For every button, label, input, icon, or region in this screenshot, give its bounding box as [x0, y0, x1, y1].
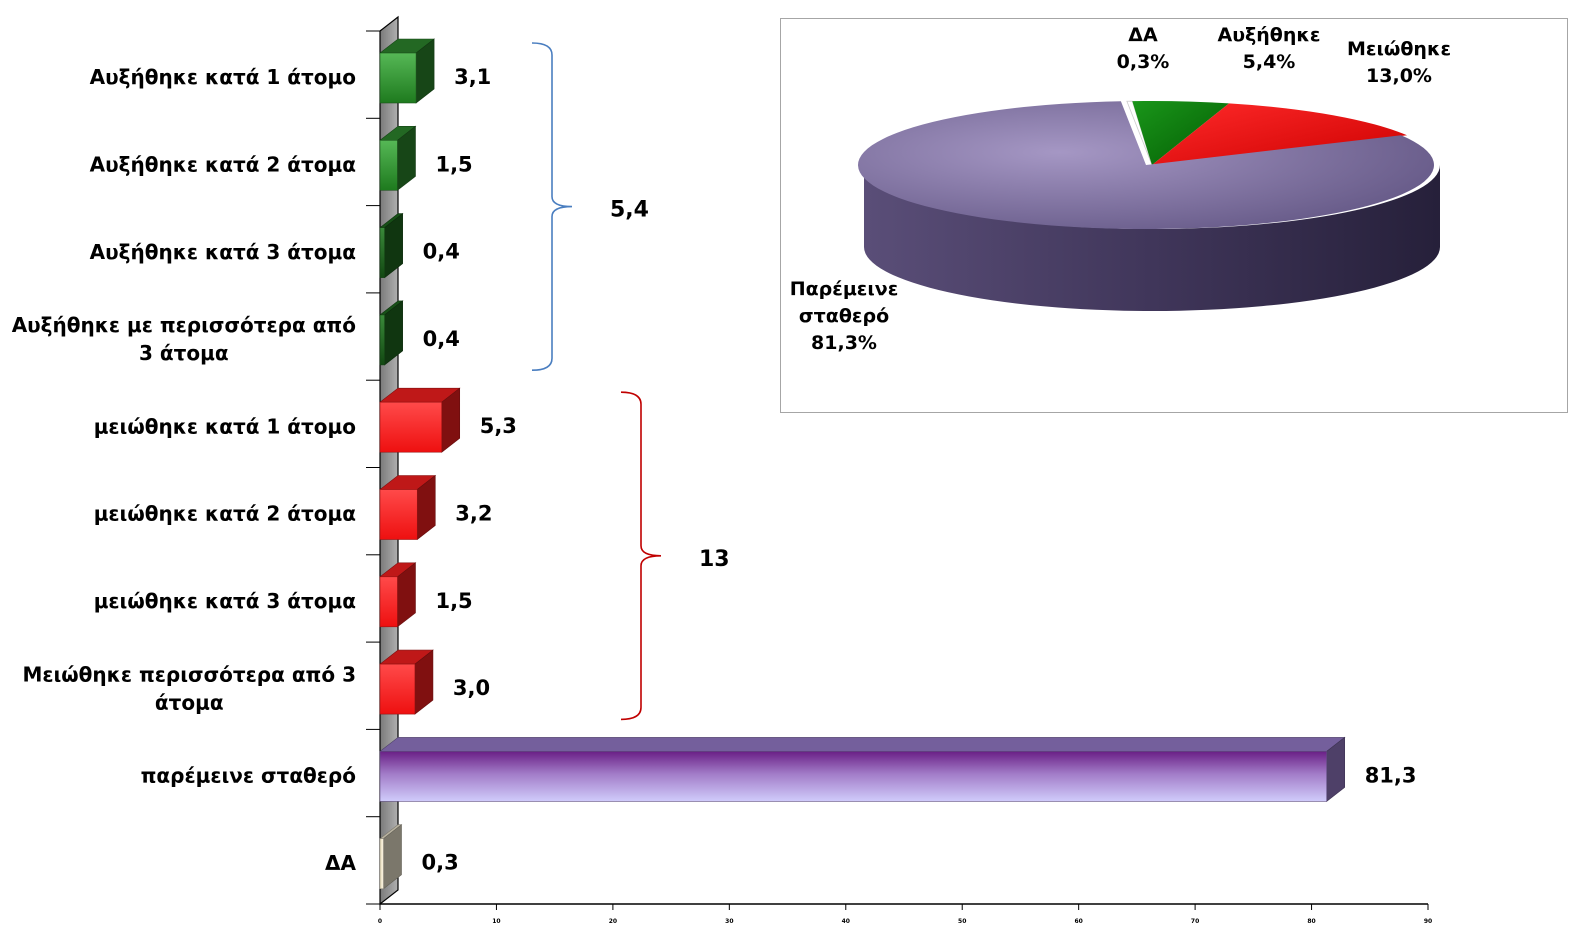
x-tick-label: 60 [1074, 918, 1082, 925]
pie-slice-side [864, 165, 1440, 311]
pie-chart-frame: ΔΑ 0,3% Αυξήθηκε 5,4% Μειώθηκε 13,0% Παρέμεινε… [780, 18, 1568, 413]
category-label: μειώθηκε κατά 3 άτομα [94, 589, 356, 613]
bar [379, 212, 404, 279]
group-total-label: 5,4 [610, 198, 649, 223]
x-tick-label: 90 [1424, 918, 1432, 925]
category-label: μειώθηκε κατά 2 άτομα [94, 502, 356, 526]
bar [379, 649, 434, 715]
category-label: Αυξήθηκε με περισσότερα από 3 άτομα [12, 313, 356, 365]
category-label: Αυξήθηκε κατά 1 άτομο [90, 65, 356, 89]
bar-value-label: 0,4 [423, 327, 460, 351]
bar [379, 824, 403, 890]
x-tick-label: 70 [1191, 918, 1199, 925]
x-tick-label: 10 [492, 918, 500, 925]
x-tick-label: 40 [842, 918, 850, 925]
pie-slice-label: Μειώθηκε 13,0% [1347, 38, 1451, 87]
category-label: Αυξήθηκε κατά 3 άτομα [90, 240, 356, 264]
group-brace [531, 42, 573, 371]
pie-slice-label: Παρέμεινε σταθερό 81,3% [790, 278, 899, 354]
bar-value-label: 0,3 [421, 851, 458, 875]
group-total-label: 13 [699, 547, 730, 572]
bar-value-label: 1,5 [435, 152, 472, 176]
x-tick-label: 80 [1307, 918, 1315, 925]
pie-slice [1132, 101, 1230, 165]
bar-value-label: 0,4 [423, 240, 460, 264]
category-label: μειώθηκε κατά 1 άτομο [94, 414, 356, 438]
bar [379, 38, 435, 104]
pie-slice [1152, 103, 1408, 165]
pie-slice-label: Αυξήθηκε 5,4% [1218, 24, 1321, 73]
bar-value-label: 3,0 [453, 676, 490, 700]
group-brace [620, 391, 662, 721]
category-label: Μειώθηκε περισσότερα από 3 άτομα [22, 662, 356, 714]
bar-value-label: 3,2 [455, 502, 492, 526]
bar-value-label: 5,3 [480, 414, 517, 438]
pie-chart: ΔΑ 0,3% Αυξήθηκε 5,4% Μειώθηκε 13,0% Παρέμεινε… [790, 24, 1451, 354]
bar [379, 300, 404, 366]
bar-value-label: 81,3 [1365, 763, 1417, 787]
category-label: παρέμεινε σταθερό [141, 764, 356, 788]
pie-slice-label: ΔΑ 0,3% [1117, 24, 1170, 73]
x-tick-label: 20 [609, 918, 617, 925]
bar [379, 387, 461, 453]
bar [379, 562, 417, 628]
pie-slice [858, 101, 1434, 230]
bar [379, 474, 437, 541]
x-tick-label: 0 [378, 918, 382, 925]
pie-slice [1126, 100, 1153, 166]
x-tick-label: 30 [725, 918, 733, 925]
bar-value-label: 1,5 [435, 589, 472, 613]
category-label: ΔΑ [325, 851, 356, 875]
bar [379, 736, 1346, 803]
bar-value-label: 3,1 [454, 65, 491, 89]
x-tick-label: 50 [958, 918, 966, 925]
category-label: Αυξήθηκε κατά 2 άτομα [90, 152, 356, 176]
bar [379, 125, 417, 191]
